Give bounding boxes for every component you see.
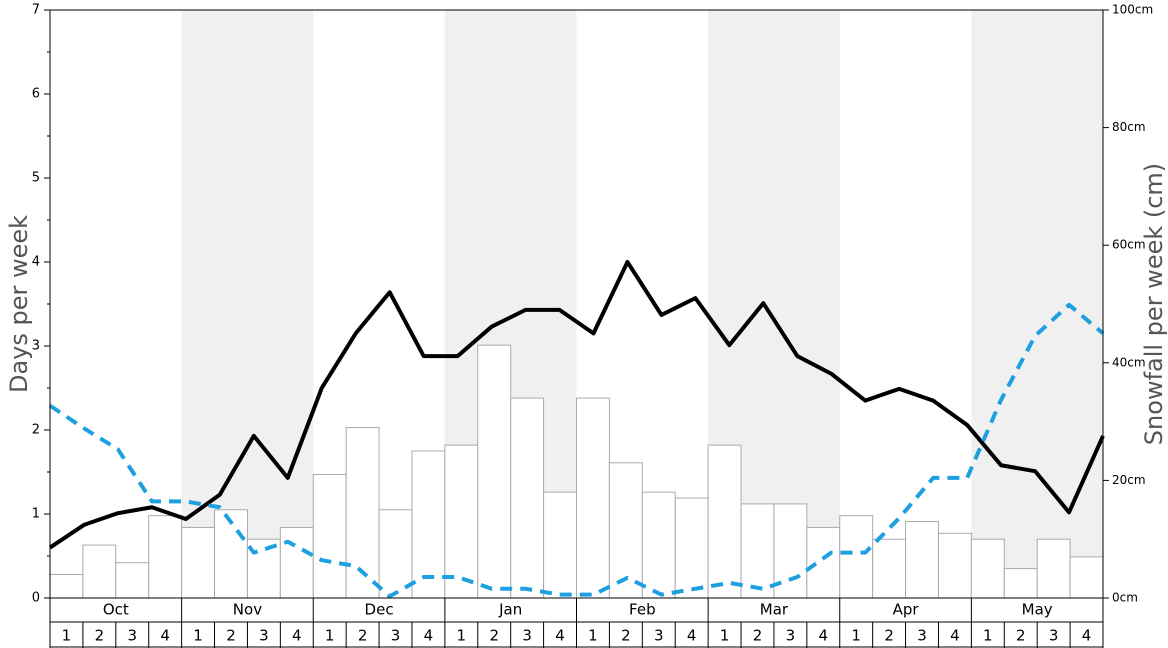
snowfall-bar	[444, 444, 479, 599]
snowfall-bar	[510, 397, 545, 599]
month-label: Jan	[498, 601, 522, 619]
month-label: Apr	[893, 601, 920, 619]
snowfall-bar	[378, 509, 413, 599]
week-label: 2	[753, 627, 763, 645]
snowfall-bar	[641, 491, 676, 599]
week-label: 4	[424, 627, 434, 645]
days-line	[48, 260, 1105, 550]
week-label: 1	[62, 627, 72, 645]
week-label: 3	[391, 627, 401, 645]
y-tick-label: 0	[32, 591, 40, 606]
y-tick-label: 3	[32, 339, 40, 354]
week-label: 2	[621, 627, 631, 645]
snowfall-bar	[82, 544, 117, 599]
week-label: 1	[193, 627, 203, 645]
week-label: 3	[259, 627, 269, 645]
y-tick-label: 4	[32, 255, 40, 270]
week-label: 1	[851, 627, 861, 645]
week-label: 2	[489, 627, 499, 645]
month-label: May	[1022, 601, 1053, 619]
week-label: 1	[588, 627, 598, 645]
y2-tick-label: 100cm	[1112, 3, 1153, 17]
week-label: 1	[457, 627, 467, 645]
week-label: 4	[292, 627, 302, 645]
week-label: 4	[555, 627, 565, 645]
week-label: 1	[720, 627, 730, 645]
y2-axis-title: Snowfall per week (cm)	[1140, 163, 1168, 445]
days-dashed-line	[48, 302, 1105, 599]
snowfall-bar	[543, 491, 577, 599]
snowfall-bar	[1003, 568, 1038, 599]
snowfall-bar	[970, 538, 1005, 599]
week-label: 1	[983, 627, 993, 645]
week-label: 3	[917, 627, 927, 645]
week-label: 4	[1082, 627, 1092, 645]
month-band	[971, 10, 1103, 598]
month-label: Mar	[760, 601, 789, 619]
month-label: Nov	[233, 601, 262, 619]
snowfall-bar	[477, 344, 512, 599]
snowfall-bar	[49, 573, 84, 599]
week-label: 2	[358, 627, 368, 645]
week-label: 2	[226, 627, 236, 645]
y-tick-label: 5	[32, 171, 40, 186]
snowfall-bar	[740, 503, 775, 599]
snowfall-bar	[411, 450, 446, 599]
snowfall-bar	[707, 444, 742, 599]
snowfall-bar	[312, 474, 347, 599]
y-tick-label: 7	[32, 3, 40, 18]
snowfall-bar	[806, 526, 841, 599]
snowfall-bar	[181, 526, 216, 599]
week-label: 3	[522, 627, 532, 645]
week-label: 2	[1016, 627, 1026, 645]
snowfall-bar	[872, 538, 907, 599]
y2-tick-label: 0cm	[1112, 591, 1138, 605]
plot-frame	[49, 9, 1104, 648]
month-label: Feb	[629, 601, 656, 619]
week-label: 3	[786, 627, 796, 645]
snowfall-bar	[576, 397, 610, 599]
y-axis-title: Days per week	[5, 215, 33, 393]
snowfall-bar	[1036, 538, 1071, 599]
week-label: 4	[950, 627, 960, 645]
y2-tick-label: 40cm	[1112, 355, 1146, 369]
snowfall-bar	[1069, 556, 1104, 599]
week-label: 2	[95, 627, 105, 645]
y2-tick-label: 60cm	[1112, 238, 1146, 252]
week-label: 4	[819, 627, 829, 645]
week-label: 4	[160, 627, 170, 645]
y2-tick-label: 80cm	[1112, 120, 1146, 134]
month-label: Oct	[103, 601, 129, 619]
week-label: 3	[654, 627, 664, 645]
week-label: 3	[1049, 627, 1059, 645]
snowfall-bar	[674, 497, 709, 599]
month-band	[181, 10, 314, 598]
week-label: 3	[127, 627, 137, 645]
y-tick-label: 1	[32, 507, 40, 522]
week-label: 2	[884, 627, 894, 645]
snowfall-bar	[148, 515, 183, 599]
month-label: Dec	[365, 601, 394, 619]
y-tick-label: 2	[32, 423, 40, 438]
snowfall-bar	[937, 532, 972, 599]
week-label: 1	[325, 627, 335, 645]
y-tick-label: 6	[32, 87, 40, 102]
snowfall-bar	[905, 521, 939, 599]
snowfall-bar	[839, 515, 874, 599]
week-label: 4	[687, 627, 697, 645]
y2-tick-label: 20cm	[1112, 473, 1146, 487]
snowfall-bar	[115, 562, 150, 599]
snowfall-bar	[279, 526, 314, 599]
